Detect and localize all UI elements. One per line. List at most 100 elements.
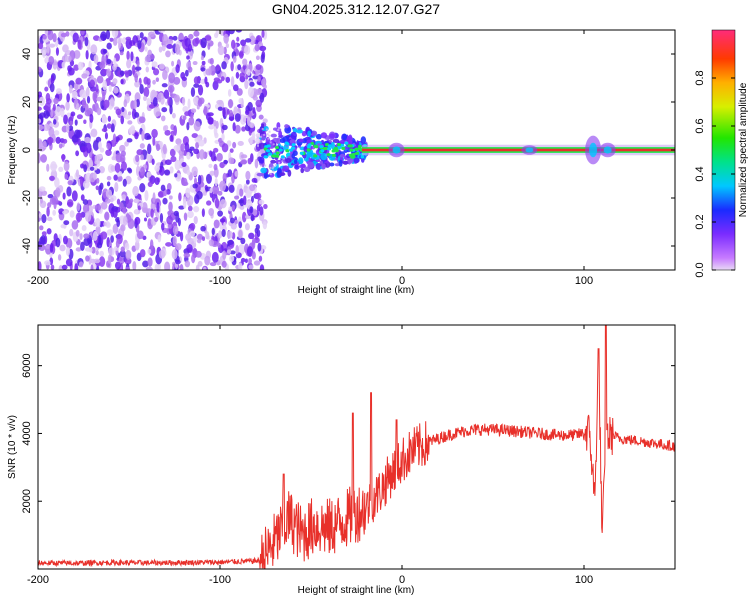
heatmap-cell xyxy=(351,155,356,159)
heatmap-cell xyxy=(143,217,147,222)
heatmap-cell xyxy=(307,130,312,137)
heatmap-cell xyxy=(189,230,196,237)
heatmap-cell xyxy=(73,64,80,71)
heatmap-cell xyxy=(219,180,227,192)
heatmap-cell xyxy=(181,161,187,168)
heatmap-cell xyxy=(127,111,132,116)
heatmap-cell xyxy=(349,148,354,152)
heatmap-cell xyxy=(160,115,166,122)
heatmap-cell xyxy=(155,143,161,152)
x-tick-label: -200 xyxy=(27,275,49,287)
heatmap-cell xyxy=(109,197,114,203)
heatmap-cell xyxy=(154,177,160,186)
heatmap-cell xyxy=(113,57,117,67)
heatmap-cell xyxy=(46,136,54,144)
heatmap-cell xyxy=(75,247,82,252)
heatmap-cell xyxy=(173,210,179,217)
heatmap-cell xyxy=(232,55,237,63)
heatmap-cell xyxy=(249,122,255,128)
heatmap-cell xyxy=(217,210,224,217)
heatmap-cell xyxy=(263,203,268,210)
heatmap-cell xyxy=(81,73,88,79)
heatmap-cell xyxy=(201,236,206,242)
heatmap-cell xyxy=(321,163,326,170)
heatmap-cell xyxy=(97,141,102,150)
heatmap-cell xyxy=(111,156,116,161)
heatmap-cell xyxy=(54,177,60,188)
heatmap-cell xyxy=(92,91,98,103)
heatmap-cell xyxy=(307,143,312,147)
heatmap-cell xyxy=(71,190,78,202)
heatmap-cell xyxy=(193,206,200,213)
heatmap-cell xyxy=(265,128,268,131)
heatmap-blob xyxy=(392,146,401,154)
heatmap-cell xyxy=(164,124,169,131)
heatmap-cell xyxy=(120,161,127,171)
colorbar: 0.0 0.2 0.4 0.6 0.8 Normalized spectral ampl… xyxy=(694,29,749,278)
heatmap-cell xyxy=(184,260,191,268)
heatmap-cell xyxy=(112,133,117,144)
heatmap-cell xyxy=(93,154,101,165)
heatmap-cell xyxy=(240,257,246,263)
heatmap-cell xyxy=(83,119,87,124)
heatmap-cell xyxy=(147,257,153,267)
heatmap-cell xyxy=(236,36,240,42)
heatmap-cell xyxy=(188,33,194,40)
heatmap-cell xyxy=(53,97,59,105)
heatmap-cell xyxy=(68,55,72,63)
heatmap-cell xyxy=(52,103,56,112)
heatmap-cell xyxy=(181,181,189,186)
heatmap-cell xyxy=(256,172,264,177)
heatmap-cell xyxy=(183,252,191,258)
heatmap-cell xyxy=(55,237,61,248)
heatmap-cell xyxy=(154,164,160,172)
heatmap-cell xyxy=(119,250,126,258)
heatmap-cell xyxy=(266,133,269,136)
heatmap-cell xyxy=(80,163,85,169)
heatmap-cell xyxy=(140,154,144,161)
heatmap-cell xyxy=(215,120,219,129)
heatmap-cell xyxy=(333,146,338,150)
heatmap-cell xyxy=(112,78,118,85)
heatmap-cell xyxy=(146,171,152,178)
y-tick-label: -20 xyxy=(21,190,33,206)
heatmap-cell xyxy=(273,127,278,131)
heatmap-cell xyxy=(96,177,100,184)
heatmap-cell xyxy=(171,249,178,260)
heatmap-cell xyxy=(272,143,275,146)
heatmap-cell xyxy=(90,44,98,55)
heatmap-cell xyxy=(281,160,284,163)
heatmap-cell xyxy=(62,192,66,200)
heatmap-cell xyxy=(180,143,185,152)
heatmap-cell xyxy=(77,138,81,146)
heatmap-cell xyxy=(327,147,332,151)
heatmap-cell xyxy=(238,229,243,239)
heatmap-cell xyxy=(152,192,156,204)
heatmap-cell xyxy=(342,133,348,141)
heatmap-cell xyxy=(153,68,160,76)
heatmap-cell xyxy=(85,255,90,262)
heatmap-cell xyxy=(80,145,87,153)
heatmap-cell xyxy=(40,154,47,163)
heatmap-cell xyxy=(272,151,275,154)
heatmap-cell xyxy=(192,96,199,104)
heatmap-cell xyxy=(164,261,171,270)
heatmap-cell xyxy=(53,119,57,125)
heatmap-cell xyxy=(296,129,303,134)
heatmap-cell xyxy=(65,101,70,111)
heatmap-cell xyxy=(269,172,272,175)
heatmap-cell xyxy=(249,184,256,192)
heatmap-cell xyxy=(38,118,42,124)
snr-x-label: Height of straight line (km) xyxy=(298,585,415,596)
heatmap-cell xyxy=(208,66,212,76)
heatmap-cell xyxy=(104,132,109,140)
x-tick-label: 100 xyxy=(575,574,593,586)
heatmap-cell xyxy=(46,216,53,222)
heatmap-cell xyxy=(258,151,261,154)
heatmap-cell xyxy=(152,79,156,85)
heatmap-cell xyxy=(255,88,263,96)
heatmap-cell xyxy=(106,142,111,150)
heatmap-cell xyxy=(69,228,74,237)
heatmap-cell xyxy=(339,153,345,158)
heatmap-cell xyxy=(189,222,196,231)
